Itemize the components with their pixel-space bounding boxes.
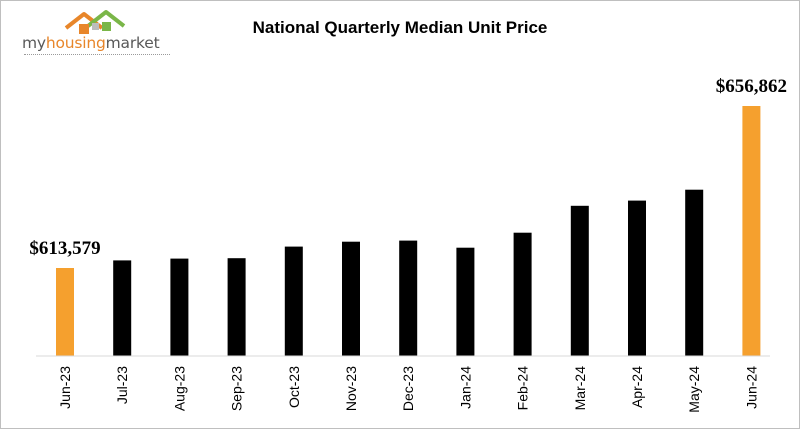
- bar-Oct-23: [284, 246, 303, 356]
- x-tick-label: Jul-23: [114, 366, 130, 404]
- x-tick-label: Apr-24: [629, 366, 645, 408]
- x-tick-label: Jan-24: [457, 366, 473, 409]
- x-tick-label: Mar-24: [572, 366, 588, 411]
- bar-Sep-23: [227, 258, 246, 356]
- bar-Jan-24: [456, 247, 475, 356]
- x-tick-label: Aug-23: [171, 366, 187, 411]
- bar-Apr-24: [628, 200, 646, 356]
- bar-May-24: [685, 189, 704, 356]
- myhousingmarket-logo: myhousingmarket: [22, 8, 172, 60]
- bar-Nov-23: [342, 241, 360, 356]
- x-tick-label: May-24: [686, 366, 702, 413]
- logo-wordmark: myhousingmarket: [22, 34, 160, 52]
- logo-tagline: [24, 54, 170, 58]
- x-tick-label: Jun-24: [743, 366, 759, 409]
- bar-Jun-23: [56, 268, 74, 356]
- bar-Dec-23: [399, 240, 418, 356]
- chart-title: National Quarterly Median Unit Price: [252, 18, 548, 37]
- bar-Mar-24: [570, 205, 589, 356]
- x-tick-label: Feb-24: [515, 366, 531, 411]
- house-roof-icon: [64, 10, 126, 34]
- x-tick-label: Oct-23: [286, 366, 302, 408]
- x-tick-label: Sep-23: [229, 366, 245, 411]
- data-label: $656,862: [716, 76, 787, 97]
- data-label: $613,579: [29, 238, 100, 259]
- bar-Jul-23: [113, 260, 132, 356]
- x-tick-label: Nov-23: [343, 366, 359, 411]
- bar-Aug-23: [170, 258, 189, 356]
- bar-Feb-24: [513, 232, 532, 356]
- x-tick-label: Jun-23: [57, 366, 73, 409]
- x-tick-label: Dec-23: [400, 366, 416, 411]
- bar-Jun-24: [742, 106, 761, 356]
